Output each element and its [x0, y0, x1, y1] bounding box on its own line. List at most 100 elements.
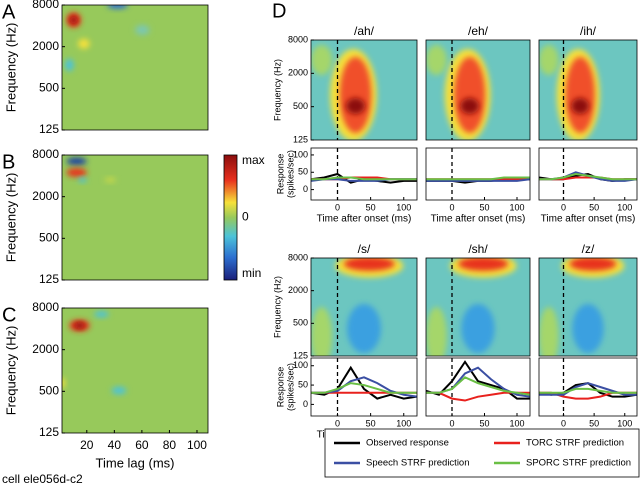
axes-frame	[61, 307, 209, 434]
x-tick-label: 80	[163, 438, 177, 452]
y-axis-label: Frequency (Hz)	[272, 59, 282, 121]
panel-letter: D	[272, 0, 286, 22]
heatmap-blob	[458, 258, 509, 271]
x-axis-label: Time after onset (ms)	[317, 214, 412, 225]
axes-frame	[425, 257, 531, 357]
y-tick-label: 500	[293, 318, 308, 328]
y-axis-label: Frequency (Hz)	[3, 326, 18, 416]
heatmap-blob	[426, 45, 447, 75]
y-tick-label: 125	[39, 122, 59, 136]
plot-area	[426, 40, 530, 140]
x-tick-label: 50	[589, 418, 599, 428]
heatmap-blob	[111, 386, 127, 395]
heatmap-blob	[461, 304, 495, 354]
axes-frame	[61, 4, 209, 131]
y-tick-label: 50	[298, 167, 308, 177]
x-axis-label: Time lag (ms)	[96, 455, 175, 470]
y-tick-label: 125	[39, 425, 59, 439]
response-line	[311, 382, 417, 394]
legend-label: TORC STRF prediction	[526, 438, 624, 449]
y-axis-label: Frequency (Hz)	[3, 23, 18, 113]
heatmap-blob	[66, 157, 87, 165]
heatmap-blob	[347, 304, 381, 354]
x-tick-label: 0	[335, 202, 340, 212]
plot-area	[539, 358, 637, 416]
colorbar	[223, 154, 238, 281]
panel-title: /sh/	[468, 242, 488, 256]
x-axis-label: Time after onset (ms)	[541, 214, 636, 225]
panel-letter: C	[2, 304, 16, 326]
x-tick-label: 40	[108, 438, 122, 452]
response-line	[426, 178, 530, 182]
x-tick-label: 50	[479, 202, 489, 212]
y-tick-label: 2000	[288, 285, 308, 295]
response-line	[539, 387, 637, 394]
heatmap-blob	[571, 98, 589, 114]
axes-frame	[538, 357, 638, 417]
colorbar-label: max	[242, 153, 265, 167]
axes-frame	[310, 39, 418, 141]
y-tick-label: 125	[39, 272, 59, 286]
heatmap-blob	[565, 57, 595, 133]
y-tick-label: 2000	[32, 189, 59, 203]
heatmap-blob	[78, 177, 87, 183]
x-tick-label: 100	[509, 202, 524, 212]
plot-area	[426, 148, 530, 200]
plot-area	[62, 155, 208, 280]
heatmap-blob	[569, 258, 617, 271]
x-tick-label: 100	[617, 418, 632, 428]
y-tick-label: 50	[298, 379, 308, 389]
response-line	[311, 176, 417, 181]
x-tick-label: 100	[187, 438, 207, 452]
y-axis-label: Response	[275, 367, 285, 408]
heatmap-blob	[572, 304, 604, 354]
x-tick-label: 0	[449, 418, 454, 428]
panel-title: /ih/	[580, 24, 597, 38]
y-tick-label: 500	[39, 384, 59, 398]
y-tick-label: 8000	[288, 252, 308, 262]
heatmap-blob	[94, 311, 109, 318]
x-axis-label: Time after onset (ms)	[431, 214, 526, 225]
y-tick-label: 125	[293, 350, 308, 360]
heatmap-blob	[339, 57, 372, 133]
heatmap-blob	[74, 322, 85, 329]
y-tick-label: 8000	[32, 0, 59, 11]
plot-area	[62, 308, 208, 433]
heatmap-blob	[539, 45, 559, 75]
axes-frame	[310, 147, 418, 201]
axes-frame	[538, 147, 638, 201]
y-tick-label: 0	[303, 399, 308, 409]
plot-area	[539, 258, 637, 356]
x-tick-label: 50	[366, 202, 376, 212]
y-tick-label: 500	[39, 231, 59, 245]
panel-title: /eh/	[468, 24, 489, 38]
x-tick-label: 100	[396, 202, 411, 212]
axes-frame	[310, 257, 418, 357]
legend-label: SPORC STRF prediction	[526, 458, 631, 469]
x-tick-label: 0	[561, 202, 566, 212]
response-line	[426, 376, 530, 396]
axes-frame	[425, 39, 531, 141]
x-tick-label: 0	[335, 418, 340, 428]
heatmap-background	[62, 5, 208, 130]
heatmap-blob	[78, 38, 90, 49]
y-tick-label: 500	[39, 81, 59, 95]
y-tick-label: 100	[293, 149, 308, 159]
panel-letter: B	[2, 151, 15, 173]
y-tick-label: 0	[303, 184, 308, 194]
plot-area	[311, 40, 417, 140]
heatmap-blob	[70, 16, 78, 24]
heatmap-blob	[104, 177, 117, 183]
response-line	[539, 172, 637, 181]
axes-frame	[538, 39, 638, 141]
heatmap-blob	[62, 378, 65, 388]
x-tick-label: 50	[366, 418, 376, 428]
y-tick-label: 2000	[288, 68, 308, 78]
x-tick-label: 60	[135, 438, 149, 452]
legend-box	[324, 428, 640, 478]
panel-title: /ah/	[354, 24, 375, 38]
x-tick-label: 0	[561, 418, 566, 428]
heatmap-blob	[66, 168, 87, 177]
response-line	[426, 176, 530, 181]
axes-frame	[425, 357, 531, 417]
